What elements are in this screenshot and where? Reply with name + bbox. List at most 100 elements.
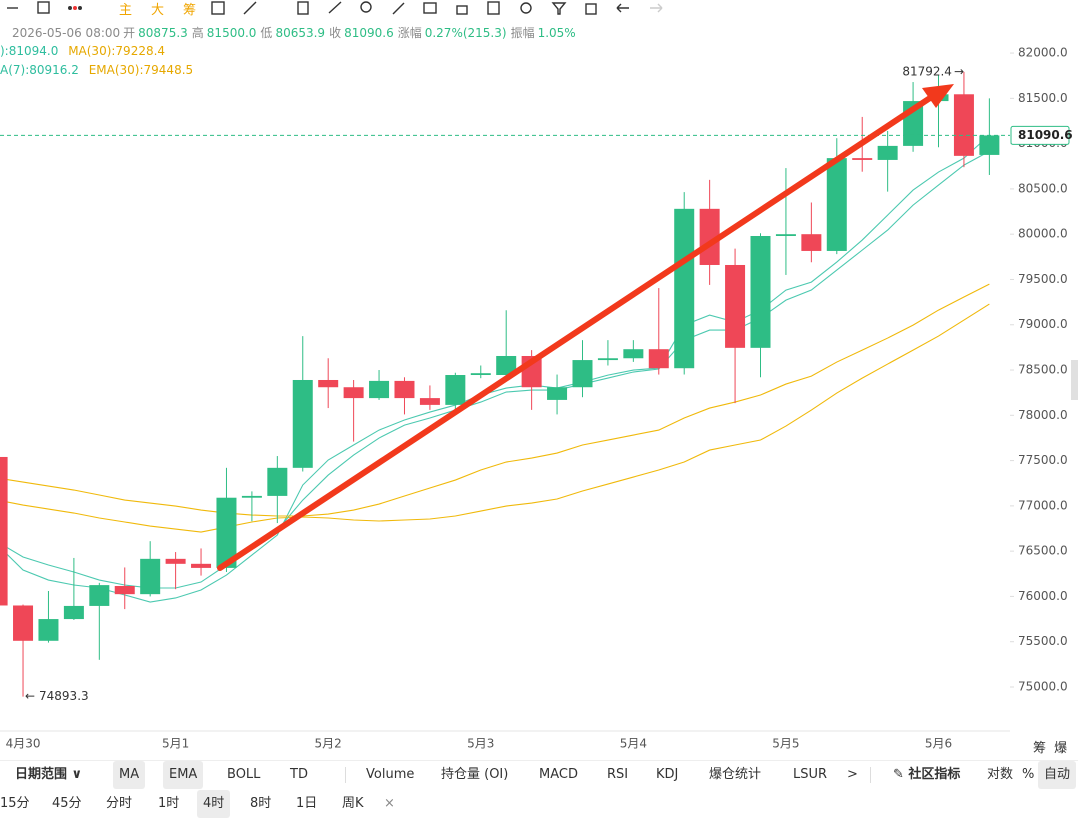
candle-body (191, 563, 212, 568)
community-label: 社区指标 (908, 767, 961, 782)
community[interactable]: ✎ 社区指标 (893, 767, 961, 782)
indicator[interactable]: Volume (366, 767, 415, 782)
y-tick-label: 78000.0 (1018, 408, 1068, 422)
indicator[interactable]: RSI (607, 767, 629, 782)
close-intervals[interactable]: × (384, 796, 395, 811)
candle-body (38, 619, 59, 641)
last-price-box (1010, 125, 1070, 145)
date-range[interactable]: 日期范围 ∨ (15, 767, 83, 782)
header-time: 2026-05-06 08:00 (12, 26, 121, 40)
ma-line (0, 150, 990, 589)
interval[interactable]: 15分 (0, 796, 30, 811)
interval[interactable]: 4时 (197, 790, 231, 818)
interval[interactable]: 1时 (158, 796, 180, 811)
indicator[interactable]: TD (290, 767, 308, 782)
chart: 75000.0 75500.0 76000.0 76500.0 77000.0 77500… (0, 1, 1078, 751)
candle-body (241, 495, 262, 498)
candle-body (0, 456, 8, 606)
candle-body (979, 135, 1000, 155)
percent-toggle[interactable]: % (1022, 767, 1035, 782)
high-value: 81792.4 (902, 64, 952, 78)
candle-body (343, 387, 364, 399)
x-tick-label: 5月2 (315, 737, 342, 751)
candle-body (419, 398, 440, 405)
candle-body (699, 208, 720, 265)
header-value: 0.27%(215.3) (424, 26, 507, 40)
header-value: 80653.9 (275, 26, 326, 40)
candle-body (13, 605, 34, 641)
separator (345, 767, 346, 783)
indicator[interactable]: MA (113, 761, 146, 789)
header-value: 81090.6 (344, 26, 394, 40)
interval[interactable]: 45分 (52, 796, 82, 811)
interval[interactable]: 周K (342, 796, 364, 811)
y-tick-label: 79500.0 (1018, 272, 1068, 286)
high-marker: → (954, 64, 964, 78)
trend-arrow (217, 84, 954, 571)
last-price-label: 81090.6 (1018, 128, 1073, 142)
header-label: 开 (123, 26, 136, 40)
side-button[interactable]: 筹 (1033, 741, 1047, 756)
x-tick-label: 4月30 (6, 737, 41, 751)
x-tick-label: 5月3 (467, 737, 494, 751)
candle-body (216, 497, 237, 568)
x-tick-label: 5月5 (772, 737, 799, 751)
interval[interactable]: 1日 (296, 796, 318, 811)
candle-body (63, 605, 84, 620)
candle-body (140, 558, 161, 595)
ohlc-header: 2026-05-06 08:00 开 80875.3 高 81500.0 低 80653.9… (0, 25, 580, 41)
low-value: 74893.3 (39, 689, 89, 703)
more[interactable]: > (847, 767, 858, 782)
interval-bar: 15分 45分 分时 1时 4时 8时 1日 周K × (0, 790, 1078, 818)
candle-body (623, 349, 644, 359)
header-label: 涨幅 (397, 26, 422, 40)
tab[interactable]: 大 (151, 3, 165, 18)
candle-body (750, 236, 771, 348)
ma-legend: ):81094.0 MA(30):79228.4 (0, 43, 171, 59)
date-range-label: 日期范围 (15, 767, 68, 782)
interval[interactable]: 8时 (250, 796, 272, 811)
indicator[interactable]: KDJ (656, 767, 679, 782)
y-tick-label: 81500.0 (1018, 91, 1068, 105)
header-value: 81500.0 (206, 26, 257, 40)
tab[interactable]: 主 (119, 3, 133, 18)
ma-line (0, 283, 990, 517)
indicator[interactable]: LSUR (793, 767, 828, 782)
x-tick-label: 5月4 (620, 737, 647, 751)
candle-body (318, 379, 339, 388)
indicator[interactable]: BOLL (227, 767, 261, 782)
candle-body (826, 158, 847, 251)
side-handle[interactable] (1071, 360, 1078, 400)
interval[interactable]: 分时 (106, 796, 133, 811)
y-tick-label: 79000.0 (1018, 317, 1068, 331)
log-toggle[interactable]: 对数 (987, 767, 1014, 782)
candle-body (114, 586, 135, 595)
toolbar-icons (7, 1, 663, 15)
candle-body (775, 234, 796, 237)
candle-body (89, 585, 110, 606)
legend-ema30: EMA(30):79448.5 (88, 63, 194, 77)
indicator[interactable]: 持仓量 (OI) (441, 767, 509, 782)
legend-ema7: A(7):80916.2 (0, 63, 79, 77)
candle-body (953, 94, 974, 156)
indicator[interactable]: 爆仓统计 (709, 767, 762, 782)
y-tick-label: 75500.0 (1018, 634, 1068, 648)
header-label: 低 (260, 26, 273, 40)
y-tick-label: 80500.0 (1018, 181, 1068, 195)
tab[interactable]: 筹 (183, 3, 197, 18)
side-button[interactable]: 爆 (1054, 741, 1068, 756)
candle-body (547, 387, 568, 400)
indicator[interactable]: MACD (539, 767, 578, 782)
indicator-bar: 日期范围 ∨ MA EMA BOLL TD Volume 持仓量 (OI) MA… (0, 760, 1078, 789)
header-label: 收 (329, 26, 342, 40)
header-value: 80875.3 (138, 26, 188, 40)
header-value: 1.05% (537, 26, 576, 40)
y-tick-label: 78500.0 (1018, 363, 1068, 377)
candle-body (648, 349, 669, 369)
candle-body (445, 375, 466, 405)
auto-toggle[interactable]: 自动 (1038, 761, 1077, 789)
candle-body (369, 380, 390, 399)
indicator[interactable]: EMA (163, 761, 204, 789)
header-label: 高 (191, 26, 204, 40)
